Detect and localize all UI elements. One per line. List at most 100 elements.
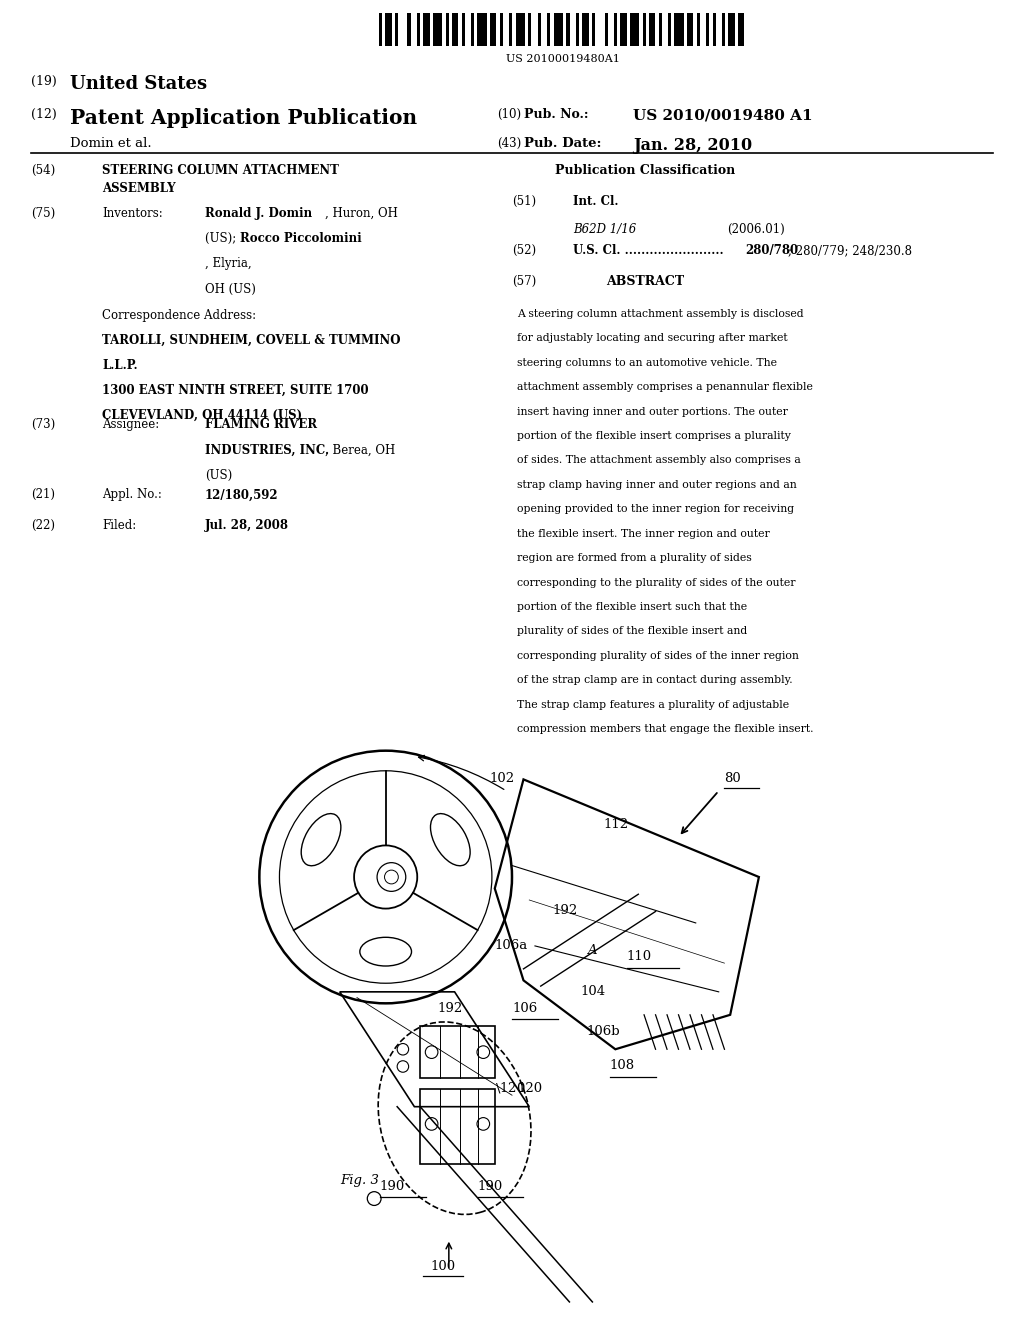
Text: (10): (10) [497, 108, 521, 121]
Text: insert having inner and outer portions. The outer: insert having inner and outer portions. … [517, 407, 788, 417]
Bar [604, 13, 607, 46]
Text: US 2010/0019480 A1: US 2010/0019480 A1 [633, 108, 812, 123]
Text: 192: 192 [437, 1002, 463, 1015]
Bar [477, 13, 487, 46]
Bar [722, 13, 725, 46]
Text: TAROLLI, SUNDHEIM, COVELL & TUMMINO: TAROLLI, SUNDHEIM, COVELL & TUMMINO [102, 334, 401, 347]
Text: strap clamp having inner and outer regions and an: strap clamp having inner and outer regio… [517, 479, 797, 490]
Bar [649, 13, 655, 46]
Text: Filed:: Filed: [102, 519, 136, 532]
Text: compression members that engage the flexible insert.: compression members that engage the flex… [517, 723, 814, 734]
Text: for adjustably locating and securing after market: for adjustably locating and securing aft… [517, 333, 787, 343]
Text: Rocco Piccolomini: Rocco Piccolomini [240, 232, 361, 246]
Bar [395, 13, 398, 46]
Text: Jul. 28, 2008: Jul. 28, 2008 [205, 519, 289, 532]
Bar [566, 13, 569, 46]
Text: 108: 108 [609, 1059, 635, 1072]
Text: attachment assembly comprises a penannular flexible: attachment assembly comprises a penannul… [517, 383, 813, 392]
Text: corresponding to the plurality of sides of the outer: corresponding to the plurality of sides … [517, 578, 796, 587]
Bar [385, 13, 391, 46]
Text: 190: 190 [477, 1180, 503, 1193]
Text: Publication Classification: Publication Classification [555, 164, 735, 177]
Bar [583, 13, 589, 46]
Text: The strap clamp features a plurality of adjustable: The strap clamp features a plurality of … [517, 700, 790, 710]
Text: $\backslash$120: $\backslash$120 [495, 1080, 525, 1096]
Text: 120: 120 [518, 1082, 543, 1096]
Bar [630, 13, 639, 46]
Text: of the strap clamp are in contact during assembly.: of the strap clamp are in contact during… [517, 675, 793, 685]
Text: CLEVEVLAND, OH 44114 (US): CLEVEVLAND, OH 44114 (US) [102, 409, 302, 422]
Bar [675, 13, 684, 46]
Bar [614, 13, 617, 46]
Text: Fig. 3: Fig. 3 [340, 1173, 379, 1187]
Text: A steering column attachment assembly is disclosed: A steering column attachment assembly is… [517, 309, 804, 319]
Text: US 20100019480A1: US 20100019480A1 [506, 54, 621, 65]
Bar [621, 13, 627, 46]
Text: , Berea, OH: , Berea, OH [325, 444, 395, 457]
Bar [515, 13, 525, 46]
Text: 106a: 106a [495, 939, 528, 952]
Text: the flexible insert. The inner region and outer: the flexible insert. The inner region an… [517, 528, 770, 539]
Text: Appl. No.:: Appl. No.: [102, 488, 162, 502]
Text: 102: 102 [489, 772, 514, 785]
Text: steering columns to an automotive vehicle. The: steering columns to an automotive vehicl… [517, 358, 777, 368]
Text: (21): (21) [31, 488, 54, 502]
Bar [538, 13, 541, 46]
Text: (52): (52) [512, 244, 537, 257]
Text: FLAMING RIVER: FLAMING RIVER [205, 418, 316, 432]
Text: INDUSTRIES, INC.: INDUSTRIES, INC. [205, 444, 329, 457]
Text: corresponding plurality of sides of the inner region: corresponding plurality of sides of the … [517, 651, 799, 661]
Text: 100: 100 [430, 1261, 456, 1274]
Text: OH (US): OH (US) [205, 282, 256, 296]
Bar [445, 13, 449, 46]
Text: 80: 80 [724, 772, 741, 785]
Bar [417, 13, 420, 46]
Text: Pub. Date:: Pub. Date: [524, 137, 602, 150]
Bar [658, 13, 662, 46]
Text: U.S. Cl. ........................: U.S. Cl. ........................ [573, 244, 724, 257]
Text: STEERING COLUMN ATTACHMENT
ASSEMBLY: STEERING COLUMN ATTACHMENT ASSEMBLY [102, 164, 339, 194]
Text: ABSTRACT: ABSTRACT [606, 275, 684, 288]
Text: of sides. The attachment assembly also comprises a: of sides. The attachment assembly also c… [517, 455, 801, 466]
Text: 106b: 106b [587, 1024, 621, 1038]
Text: (75): (75) [31, 207, 55, 220]
Bar [643, 13, 646, 46]
Bar [728, 13, 735, 46]
Text: Pub. No.:: Pub. No.: [524, 108, 589, 121]
Text: ; 280/779; 248/230.8: ; 280/779; 248/230.8 [788, 244, 912, 257]
Bar [509, 13, 512, 46]
Text: portion of the flexible insert such that the: portion of the flexible insert such that… [517, 602, 748, 612]
Text: (12): (12) [31, 108, 56, 121]
Text: Int. Cl.: Int. Cl. [573, 195, 618, 209]
Text: (73): (73) [31, 418, 55, 432]
Text: portion of the flexible insert comprises a plurality: portion of the flexible insert comprises… [517, 430, 791, 441]
Text: region are formed from a plurality of sides: region are formed from a plurality of si… [517, 553, 752, 564]
Text: (2006.01): (2006.01) [727, 223, 784, 236]
Text: 110: 110 [627, 950, 652, 964]
Bar [500, 13, 503, 46]
Text: Jan. 28, 2010: Jan. 28, 2010 [633, 137, 752, 154]
Text: B62D 1/16: B62D 1/16 [573, 223, 637, 236]
Text: (54): (54) [31, 164, 55, 177]
Bar [707, 13, 710, 46]
Text: 12/180,592: 12/180,592 [205, 488, 279, 502]
Text: , Huron, OH: , Huron, OH [325, 207, 397, 220]
Text: (57): (57) [512, 275, 537, 288]
Text: (51): (51) [512, 195, 537, 209]
Bar [668, 13, 672, 46]
Bar [433, 13, 442, 46]
Text: (19): (19) [31, 75, 56, 88]
Text: 280/780: 280/780 [745, 244, 799, 257]
Bar [696, 13, 699, 46]
Text: 112: 112 [604, 818, 629, 832]
Text: 104: 104 [581, 985, 606, 998]
Text: (US);: (US); [205, 232, 240, 246]
Bar [423, 13, 430, 46]
Text: A: A [587, 944, 596, 957]
Text: Patent Application Publication: Patent Application Publication [70, 108, 417, 128]
Text: Correspondence Address:: Correspondence Address: [102, 309, 257, 322]
Text: (22): (22) [31, 519, 54, 532]
Bar [738, 13, 744, 46]
Text: 192: 192 [552, 904, 578, 917]
Bar [687, 13, 693, 46]
